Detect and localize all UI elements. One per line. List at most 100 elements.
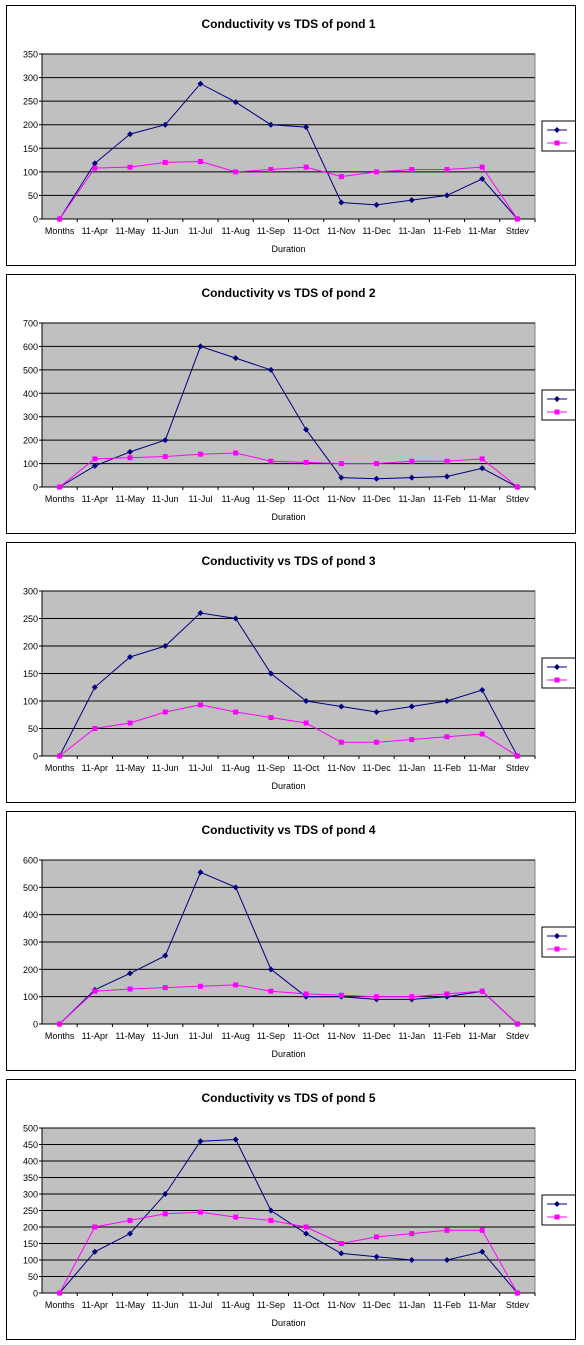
y-tick-label: 0 [33,1020,38,1030]
x-tick-label: 11-Jan [398,226,425,236]
series-1-point [338,474,345,481]
x-tick-label: 11-Jun [152,763,179,773]
series-1-point [443,698,450,704]
series-2-point [444,458,450,464]
y-tick-label: 200 [23,436,38,446]
legend-swatch-marker [554,127,560,133]
x-tick-label: 11-Jun [152,1300,179,1310]
x-tick-label: Months [45,494,75,504]
y-tick-label: 700 [23,319,38,329]
x-tick-label: 11-Aug [221,226,249,236]
x-axis-title: Duration [271,1318,305,1328]
y-tick-label: 400 [23,910,38,920]
x-tick-label: 11-Aug [221,763,249,773]
series-1-point [197,80,204,87]
series-2-point [127,164,133,170]
x-tick-label: 11-Oct [293,226,320,236]
x-tick-label: 11-Jun [152,226,179,236]
x-tick-label: 11-Feb [433,1300,461,1310]
y-tick-label: 150 [23,1239,38,1249]
x-axis-title: Duration [271,512,305,522]
chart-svg-5: Conductivity vs TDS of pond 5 0 50 100 150 20… [23,1091,575,1328]
series-2-point [162,454,168,460]
series-2-point [338,992,344,998]
x-tick-label: 11-Feb [433,226,461,236]
x-tick-label: 11-Mar [468,1300,496,1310]
x-tick-label: 11-Jan [398,763,425,773]
x-tick-label: 11-Mar [468,763,496,773]
series-2-point [303,459,309,465]
series-2-point [57,753,63,759]
x-tick-label: 11-Jul [189,494,213,504]
legend-swatch-marker [554,409,560,415]
series-2-point [127,720,133,726]
legend-swatch-marker [554,1201,560,1207]
series-1-point [373,201,380,208]
x-tick-label: 11-Mar [468,1031,496,1041]
x-tick-label: 11-Jul [189,1300,213,1310]
series-2-point [479,164,485,170]
series-2-point [57,1021,63,1027]
y-tick-label: 200 [23,642,38,652]
series-2-point [233,169,239,175]
x-tick-label: 11-Sep [257,226,285,236]
series-1-point [232,1136,239,1143]
series-1-point [443,192,450,199]
series-2-point [268,988,274,994]
series-1-point [267,366,274,373]
series-2-point [409,167,415,172]
series-2-point [374,994,380,1000]
x-tick-label: Stdev [506,226,530,236]
x-tick-label: 11-Sep [257,494,285,504]
y-tick-label: 100 [23,992,38,1002]
series-1-point [91,1248,98,1255]
series-1-line [59,1138,518,1294]
x-tick-label: Months [45,763,75,773]
series-1-point [373,709,380,715]
x-tick-label: Months [45,1031,75,1041]
series-2-point [233,450,239,456]
series-1-point [197,869,204,876]
x-tick-label: 11-Jan [398,1300,425,1310]
series-1-point [232,99,239,106]
x-tick-label: 11-Nov [327,494,356,504]
x-tick-label: 11-Apr [82,226,108,236]
x-tick-label: 11-Sep [257,1300,285,1310]
x-tick-label: Stdev [506,1031,530,1041]
series-2-point [374,1234,380,1240]
series-1-point [267,966,274,973]
series-2-point [444,167,450,172]
series-2-point [162,709,168,715]
series-1-point [267,1207,274,1214]
x-tick-label: 11-Dec [362,494,391,504]
x-tick-label: 11-May [115,494,145,504]
x-tick-label: 11-Jul [189,763,213,773]
chart-panel-4: Conductivity vs TDS of pond 4 0 100 200 300 4… [6,811,576,1071]
y-tick-label: 250 [23,1206,38,1216]
series-1-point [338,1250,345,1257]
series-2-point [479,988,485,994]
x-tick-label: 11-May [115,763,145,773]
series-2-point [374,169,380,175]
x-tick-label: 11-Apr [82,494,108,504]
series-2-point [338,1241,344,1246]
series-1-point [338,703,345,710]
x-tick-label: Stdev [506,494,530,504]
legend-box [541,657,575,689]
y-tick-label: 0 [33,1289,38,1299]
y-tick-label: 600 [23,856,38,866]
series-1-point [408,1257,415,1263]
series-1-line [59,612,518,757]
series-2-point [127,986,133,992]
x-tick-label: 11-Sep [257,763,285,773]
x-tick-label: 11-Dec [362,1300,391,1310]
legend-box [541,926,575,958]
series-1-point [479,465,486,472]
series-1-point [91,684,98,691]
series-1-point [373,475,380,482]
y-tick-label: 100 [23,167,38,177]
y-tick-label: 300 [23,938,38,948]
series-2-point [444,991,450,997]
series-2-point [197,451,203,457]
y-tick-label: 350 [23,50,38,60]
